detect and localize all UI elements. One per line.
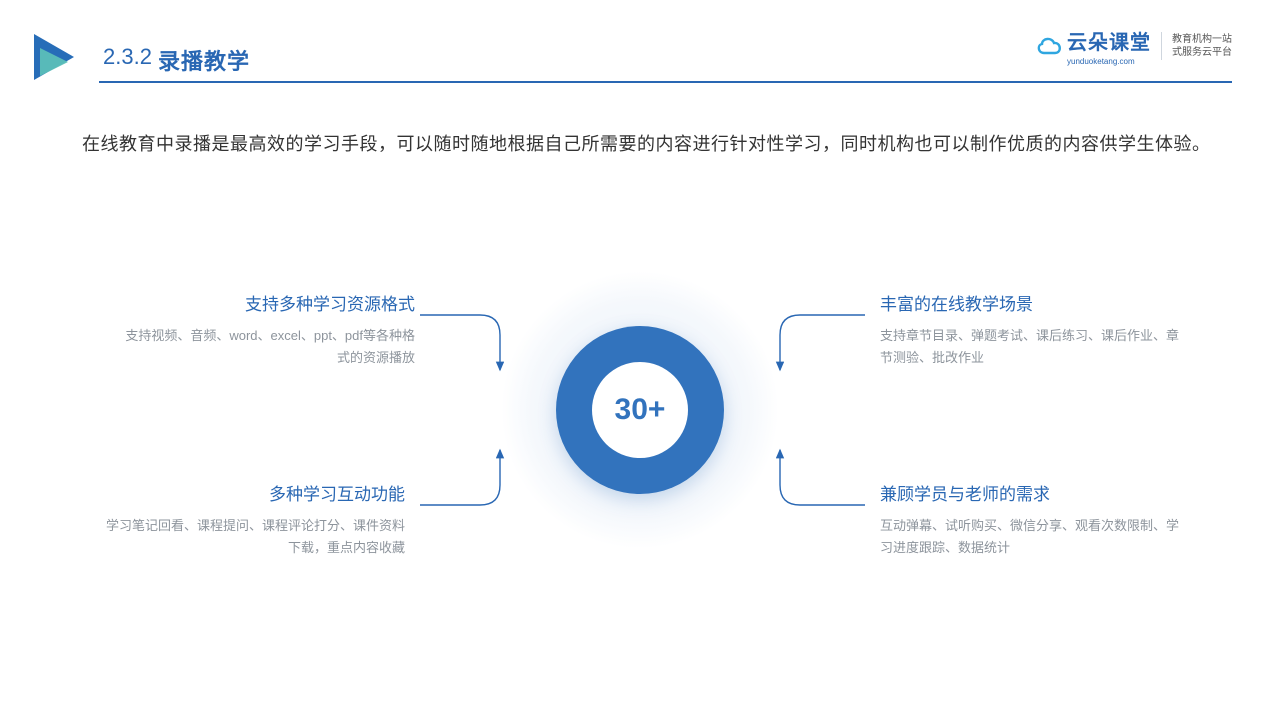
header-underline <box>99 81 1232 83</box>
brand-divider <box>1161 32 1162 60</box>
brand-domain: yunduoketang.com <box>1067 57 1151 66</box>
feature-desc: 互动弹幕、试听购买、微信分享、观看次数限制、学习进度跟踪、数据统计 <box>880 515 1180 559</box>
feature-title: 多种学习互动功能 <box>105 480 405 505</box>
cloud-icon <box>1035 35 1063 57</box>
feature-desc: 学习笔记回看、课程提问、课程评论打分、课件资料下载，重点内容收藏 <box>105 515 405 559</box>
brand-name: 云朵课堂 <box>1067 26 1151 55</box>
feature-title: 丰富的在线教学场景 <box>880 290 1180 315</box>
brand-logo: 云朵课堂 yunduoketang.com 教育机构一站 式服务云平台 <box>1035 26 1232 66</box>
slide-header: 2.3.2 录播教学 云朵课堂 yunduoketang.com 教育机构一站 … <box>0 34 1280 94</box>
section-number: 2.3.2 <box>103 44 152 70</box>
feature-needs: 兼顾学员与老师的需求 互动弹幕、试听购买、微信分享、观看次数限制、学习进度跟踪、… <box>880 480 1180 559</box>
section-title: 录播教学 <box>158 44 250 76</box>
feature-interactive: 多种学习互动功能 学习笔记回看、课程提问、课程评论打分、课件资料下载，重点内容收… <box>105 480 405 559</box>
feature-title: 兼顾学员与老师的需求 <box>880 480 1180 505</box>
brand-slogan: 教育机构一站 式服务云平台 <box>1172 33 1232 59</box>
feature-formats: 支持多种学习资源格式 支持视频、音频、word、excel、ppt、pdf等各种… <box>115 290 415 369</box>
feature-title: 支持多种学习资源格式 <box>115 290 415 315</box>
feature-desc: 支持视频、音频、word、excel、ppt、pdf等各种格式的资源播放 <box>115 325 415 369</box>
feature-desc: 支持章节目录、弹题考试、课后练习、课后作业、章节测验、批改作业 <box>880 325 1180 369</box>
feature-diagram: 30+ 支持多种学习资源格式 支持视频、音频、word、excel、ppt、pd… <box>0 260 1280 660</box>
play-icon <box>34 34 88 80</box>
intro-paragraph: 在线教育中录播是最高效的学习手段，可以随时随地根据自己所需要的内容进行针对性学习… <box>82 126 1220 164</box>
feature-scenes: 丰富的在线教学场景 支持章节目录、弹题考试、课后练习、课后作业、章节测验、批改作… <box>880 290 1180 369</box>
